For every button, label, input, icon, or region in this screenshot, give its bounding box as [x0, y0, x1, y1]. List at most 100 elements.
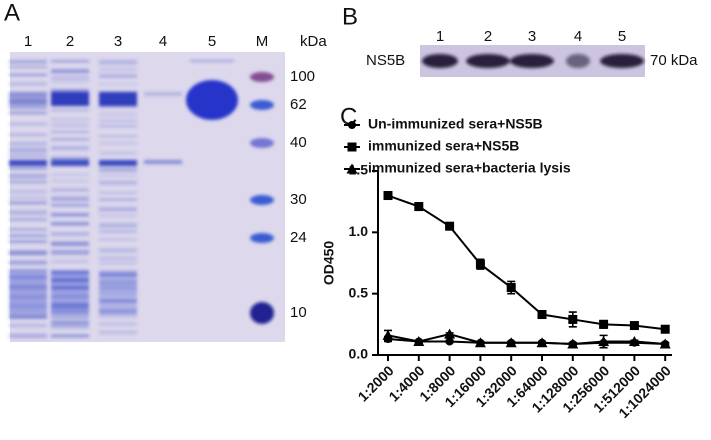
band [51, 160, 89, 166]
band [51, 270, 89, 315]
band [9, 65, 47, 69]
band [9, 173, 47, 179]
marker [382, 329, 394, 340]
band [99, 60, 137, 65]
marker-label: 40 [290, 134, 307, 151]
marker [628, 336, 640, 347]
y-axis-label: OD450 [321, 241, 337, 286]
band [250, 302, 274, 324]
band [51, 156, 89, 161]
band [51, 222, 89, 226]
band [99, 314, 137, 318]
legend-label: immunized sera+bacteria lysis [368, 160, 571, 176]
band [9, 180, 47, 184]
band [9, 189, 47, 194]
lane-label: 4 [574, 28, 582, 45]
band [250, 233, 274, 243]
band [51, 92, 89, 106]
band [51, 173, 89, 176]
band [51, 130, 89, 134]
marker [660, 324, 670, 334]
band [99, 125, 137, 128]
band [99, 248, 137, 253]
band [51, 123, 89, 128]
band [9, 92, 47, 106]
lane-label: 1 [436, 28, 444, 45]
band [250, 100, 274, 110]
band [99, 67, 137, 72]
band [51, 75, 89, 81]
marker [475, 259, 485, 269]
legend-label: Un-immunized sera+NS5B [368, 116, 543, 132]
band [99, 151, 137, 155]
band [99, 174, 137, 178]
band [9, 60, 47, 64]
band [99, 167, 137, 173]
row-label: NS5B [366, 52, 405, 69]
marker [536, 337, 548, 348]
lane-label: M [256, 33, 269, 50]
band [51, 69, 89, 74]
band [99, 229, 137, 233]
band [51, 179, 89, 183]
marker [445, 337, 454, 346]
blot-bands [422, 54, 644, 68]
band [9, 250, 47, 256]
band [99, 141, 137, 145]
band [99, 262, 137, 265]
lane-label: 5 [618, 28, 626, 45]
band [9, 105, 47, 110]
band [51, 232, 89, 236]
band [9, 227, 47, 232]
band [144, 92, 182, 96]
band [9, 160, 47, 166]
marker-label: 24 [290, 229, 307, 246]
band [9, 260, 47, 265]
band [566, 54, 590, 68]
band [51, 334, 89, 338]
marker [567, 338, 579, 349]
band [9, 315, 47, 319]
lane-label: 3 [114, 33, 122, 50]
band [99, 238, 137, 241]
band [9, 133, 47, 137]
band [51, 60, 89, 63]
band [51, 320, 89, 326]
chart: 0.00.51.01.5OD4501:20001:40001:80001:160… [321, 116, 674, 421]
band [51, 146, 89, 151]
band [9, 154, 47, 158]
series-line [387, 194, 666, 331]
band [9, 141, 47, 146]
size-label: 70 kDa [650, 52, 698, 69]
band [99, 191, 137, 195]
band [99, 82, 137, 86]
band [99, 92, 137, 106]
marker [413, 336, 425, 347]
band [186, 80, 238, 120]
legend-marker [347, 142, 357, 152]
lane-label: 2 [66, 33, 74, 50]
marker [414, 202, 424, 212]
band [250, 72, 274, 82]
y-tick-label: 0.5 [349, 284, 369, 300]
y-tick-label: 1.0 [349, 223, 369, 239]
band [51, 249, 89, 255]
band [99, 256, 137, 261]
lane-label: 4 [159, 33, 167, 50]
y-tick-label: 0.0 [349, 346, 369, 362]
band [250, 195, 274, 205]
legend-label: immunized sera+NS5B [368, 138, 519, 154]
band [99, 207, 137, 212]
marker-label: 10 [290, 304, 307, 321]
band [9, 201, 47, 205]
lane-label: 2 [484, 28, 492, 45]
band [9, 270, 47, 315]
band [51, 315, 89, 319]
band [51, 259, 89, 264]
band [250, 138, 274, 148]
band [51, 188, 89, 192]
band [9, 240, 47, 244]
band [99, 119, 137, 123]
band [9, 234, 47, 238]
